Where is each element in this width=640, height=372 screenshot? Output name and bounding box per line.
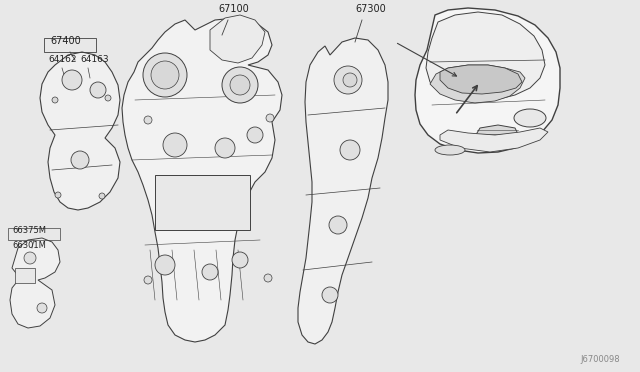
Circle shape — [334, 66, 362, 94]
Polygon shape — [415, 8, 560, 153]
Polygon shape — [474, 125, 520, 148]
Text: J6700098: J6700098 — [580, 355, 620, 364]
Circle shape — [222, 67, 258, 103]
Circle shape — [37, 303, 47, 313]
Polygon shape — [10, 238, 60, 328]
Circle shape — [71, 151, 89, 169]
Circle shape — [55, 192, 61, 198]
Circle shape — [99, 193, 105, 199]
Polygon shape — [210, 15, 265, 63]
Polygon shape — [426, 12, 545, 102]
Circle shape — [215, 138, 235, 158]
Text: 67400: 67400 — [50, 36, 81, 46]
Circle shape — [143, 53, 187, 97]
Text: 67300: 67300 — [355, 4, 386, 14]
Polygon shape — [122, 18, 282, 342]
Circle shape — [266, 114, 274, 122]
Circle shape — [202, 264, 218, 280]
Polygon shape — [440, 128, 548, 152]
Circle shape — [90, 82, 106, 98]
Text: 64163: 64163 — [80, 55, 109, 64]
Circle shape — [163, 133, 187, 157]
Circle shape — [322, 287, 338, 303]
Ellipse shape — [514, 109, 546, 127]
Text: 66375M: 66375M — [12, 226, 46, 235]
Circle shape — [230, 75, 250, 95]
Circle shape — [105, 95, 111, 101]
Polygon shape — [298, 38, 388, 344]
Circle shape — [151, 61, 179, 89]
Text: 66301M: 66301M — [12, 241, 46, 250]
Circle shape — [144, 276, 152, 284]
FancyBboxPatch shape — [15, 268, 35, 283]
Text: 64162: 64162 — [48, 55, 77, 64]
Circle shape — [62, 70, 82, 90]
Polygon shape — [40, 52, 120, 210]
Circle shape — [343, 73, 357, 87]
Circle shape — [340, 140, 360, 160]
Circle shape — [329, 216, 347, 234]
Circle shape — [247, 127, 263, 143]
Circle shape — [264, 274, 272, 282]
Circle shape — [52, 97, 58, 103]
Circle shape — [232, 252, 248, 268]
Polygon shape — [430, 65, 525, 103]
Circle shape — [24, 252, 36, 264]
Text: 67100: 67100 — [218, 4, 249, 14]
Circle shape — [155, 255, 175, 275]
Circle shape — [144, 116, 152, 124]
Ellipse shape — [435, 145, 465, 155]
FancyBboxPatch shape — [155, 175, 250, 230]
Polygon shape — [440, 65, 522, 94]
